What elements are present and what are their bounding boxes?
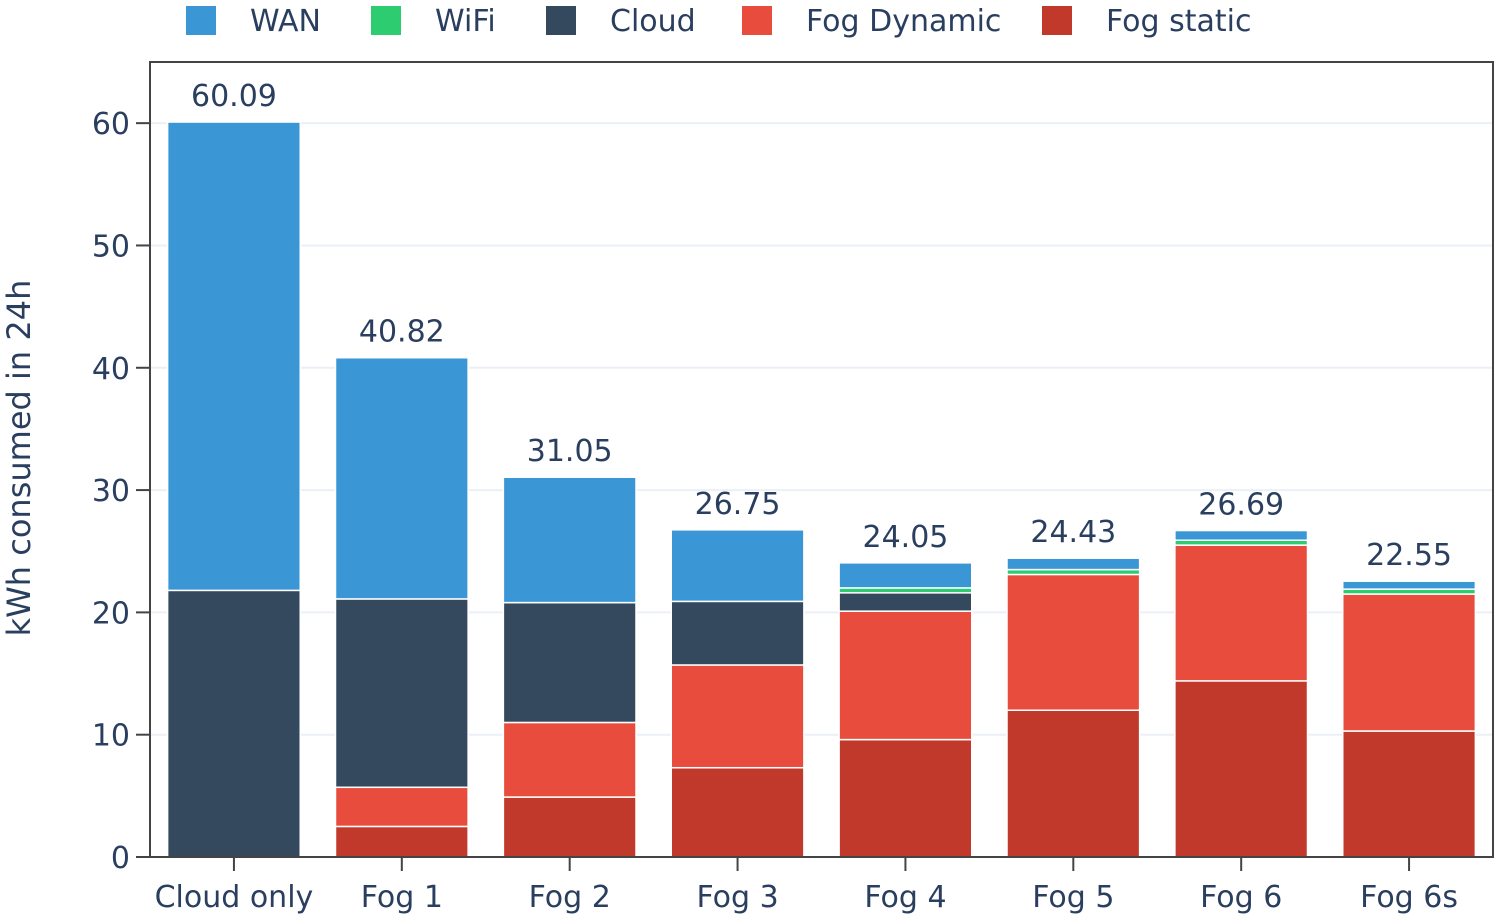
x-axis: Cloud only Fog 1 Fog 2 Fog 3 Fog 4 Fog 5 Fog 6…: [155, 857, 1458, 915]
bar-segment-fog-dynamic: [334, 786, 469, 828]
bar-segment-fog-dynamic: [502, 721, 637, 798]
legend-item: WiFi: [371, 4, 496, 39]
total-label: 26.75: [695, 487, 781, 522]
bar-segment-wan: [838, 562, 973, 589]
legend-label: Fog Dynamic: [806, 4, 1001, 39]
bar-segment-fog-dynamic: [1342, 593, 1477, 732]
total-label: 24.05: [862, 520, 948, 555]
y-tick-label: 20: [92, 596, 130, 631]
bar-segment-fog-dynamic: [1174, 544, 1309, 682]
x-tick-label: Cloud only: [155, 880, 314, 915]
bar-segment-fog-static: [1006, 709, 1141, 858]
plot-frame: [149, 61, 1494, 858]
bar-segment-wan: [166, 121, 301, 592]
bar-segment-cloud: [166, 589, 301, 858]
x-tick-label: Fog 1: [361, 880, 443, 915]
legend-item: Fog Dynamic: [742, 4, 1001, 39]
legend-swatch: [1042, 6, 1072, 35]
y-tick-label: 0: [111, 841, 130, 876]
total-label: 60.09: [191, 79, 277, 114]
legend-swatch: [546, 6, 576, 35]
legend-item: Fog static: [1042, 4, 1252, 39]
x-tick-label: Fog 6: [1200, 880, 1282, 915]
total-label: 31.05: [527, 434, 613, 469]
x-tick-label: Fog 4: [864, 880, 946, 915]
y-tick-label: 40: [92, 352, 130, 387]
total-label: 40.82: [359, 315, 445, 350]
bar-segment-fog-dynamic: [670, 664, 805, 769]
bar-segment-fog-dynamic: [1006, 573, 1141, 711]
bar-segment-cloud: [502, 601, 637, 724]
bar-segment-fog-dynamic: [838, 610, 973, 741]
bar-segment-wan: [1342, 580, 1477, 590]
y-tick-label: 50: [92, 229, 130, 264]
bar-segment-fog-static: [334, 825, 469, 858]
total-label: 26.69: [1198, 488, 1284, 523]
total-label: 24.43: [1030, 515, 1116, 550]
x-tick-label: Fog 3: [696, 880, 778, 915]
bar-segment-cloud: [838, 592, 973, 612]
legend-item: WAN: [186, 4, 321, 39]
legend-label: Fog static: [1106, 4, 1252, 39]
y-axis: 0 10 20 30 40 50 60: [92, 107, 150, 876]
legend-swatch: [742, 6, 772, 35]
plot-border: [149, 61, 1494, 858]
total-label: 22.55: [1366, 538, 1452, 573]
bar-segment-fog-static: [838, 738, 973, 858]
y-axis-title: kWh consumed in 24h: [0, 280, 38, 637]
bar-segment-wan: [1174, 529, 1309, 541]
bar-segment-fog-static: [1342, 730, 1477, 858]
x-tick-label: Fog 2: [529, 880, 611, 915]
x-tick-label: Fog 6s: [1360, 880, 1458, 915]
legend-item: Cloud: [546, 4, 696, 39]
legend: WAN WiFi Cloud Fog Dynamic Fog static: [186, 4, 1252, 39]
bar-segment-wan: [1006, 557, 1141, 571]
legend-label: WAN: [250, 4, 321, 39]
legend-swatch: [371, 6, 401, 35]
bar-segment-wan: [334, 356, 469, 600]
y-tick-label: 10: [92, 719, 130, 754]
y-tick-label: 30: [92, 474, 130, 509]
bars: [166, 121, 1477, 858]
legend-swatch: [186, 6, 216, 35]
total-labels: 60.09 40.82 31.05 26.75 24.05 24.43 26.69 22.55: [191, 79, 1452, 573]
y-tick-label: 60: [92, 107, 130, 142]
bar-segment-fog-static: [502, 796, 637, 858]
x-tick-label: Fog 5: [1032, 880, 1114, 915]
bar-segment-cloud: [670, 600, 805, 666]
bar-segment-fog-static: [1174, 680, 1309, 858]
bar-segment-wan: [670, 529, 805, 603]
legend-label: Cloud: [610, 4, 696, 39]
bar-segment-fog-static: [670, 766, 805, 858]
bar-segment-wan: [502, 476, 637, 604]
bar-segment-cloud: [334, 598, 469, 789]
legend-label: WiFi: [435, 4, 496, 39]
